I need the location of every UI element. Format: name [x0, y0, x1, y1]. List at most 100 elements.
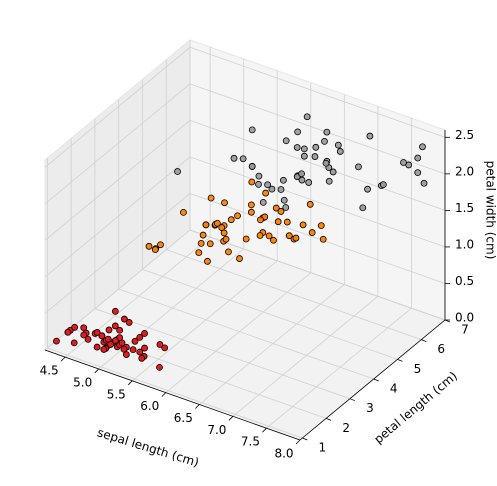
- z-tick-label: 1.0: [455, 237, 474, 251]
- tick-mark: [373, 378, 379, 382]
- grid-line: [44, 193, 191, 314]
- panes: [44, 38, 446, 441]
- point: [234, 212, 241, 220]
- tick-mark: [295, 439, 301, 445]
- point: [268, 185, 276, 193]
- grid-line: [131, 260, 278, 382]
- tick-mark: [228, 416, 234, 421]
- point: [80, 331, 88, 339]
- point: [274, 218, 282, 226]
- grid-line: [189, 83, 446, 175]
- tick-mark: [325, 417, 332, 421]
- grid-line: [166, 249, 422, 341]
- x-tick-label: 5.0: [73, 375, 92, 389]
- point: [257, 216, 264, 224]
- point: [138, 354, 146, 362]
- grid-line: [47, 347, 303, 439]
- grid-line: [232, 296, 379, 417]
- y-tick-label: 1: [319, 441, 327, 455]
- point: [93, 329, 101, 336]
- point: [305, 179, 313, 186]
- y-tick-label: 6: [437, 342, 445, 356]
- point: [306, 200, 314, 208]
- point: [420, 179, 428, 187]
- point: [118, 339, 126, 347]
- tick-mark: [94, 368, 99, 374]
- x-tick-label: 4.5: [40, 364, 59, 378]
- point: [227, 216, 235, 224]
- point: [248, 163, 256, 170]
- point: [100, 346, 108, 353]
- tick-mark: [60, 356, 66, 362]
- tick-mark: [195, 404, 200, 409]
- point: [255, 172, 263, 180]
- point: [277, 186, 285, 193]
- y-tick-label: 4: [390, 382, 398, 396]
- x-axis-label: sepal length (cm): [96, 425, 201, 469]
- point: [279, 176, 287, 184]
- point: [93, 343, 101, 351]
- point: [129, 346, 137, 354]
- point: [70, 339, 78, 347]
- point: [156, 363, 163, 371]
- point: [259, 198, 267, 206]
- z-tick-label: 2.5: [455, 128, 474, 142]
- point: [292, 234, 300, 242]
- point: [197, 239, 205, 247]
- point: [293, 144, 301, 151]
- grid-line: [266, 307, 412, 429]
- grid-line: [44, 46, 191, 168]
- point: [248, 178, 256, 186]
- point: [317, 222, 325, 230]
- grid-line: [189, 46, 446, 138]
- grid-line: [118, 288, 374, 380]
- grid-line: [44, 120, 191, 241]
- point: [180, 208, 187, 216]
- point: [136, 348, 144, 356]
- point: [53, 337, 60, 345]
- tick-mark: [421, 339, 427, 343]
- y-tick-label: 2: [342, 421, 350, 435]
- point: [264, 181, 271, 189]
- point: [111, 322, 119, 330]
- point: [207, 194, 215, 202]
- point: [303, 113, 311, 121]
- point: [202, 221, 210, 229]
- point: [272, 204, 280, 212]
- tick-mark: [302, 437, 308, 441]
- point: [206, 240, 214, 248]
- point: [311, 153, 319, 160]
- point: [247, 208, 255, 216]
- point: [111, 307, 119, 315]
- tick-mark: [161, 392, 167, 397]
- point: [222, 235, 230, 243]
- point: [400, 159, 407, 166]
- point: [298, 170, 305, 178]
- y-axis-label: petal length (cm): [371, 369, 460, 447]
- y-tick-label: 3: [366, 401, 374, 415]
- point: [174, 168, 181, 175]
- grid-line: [44, 156, 191, 278]
- point: [308, 229, 316, 236]
- point: [213, 219, 221, 227]
- point: [111, 337, 119, 344]
- point: [329, 168, 337, 176]
- tick-mark: [397, 358, 403, 362]
- point: [414, 169, 422, 177]
- point: [321, 137, 328, 145]
- point: [283, 218, 291, 226]
- point: [325, 177, 333, 185]
- point: [242, 235, 250, 243]
- x-axis-line: [44, 349, 301, 441]
- point: [247, 201, 255, 209]
- point: [151, 246, 159, 254]
- z-tick-label: 0.0: [455, 311, 474, 325]
- grid-line: [189, 156, 446, 248]
- point: [98, 332, 106, 340]
- point: [105, 326, 113, 334]
- point: [71, 323, 79, 331]
- grid-line: [94, 308, 351, 400]
- point: [221, 199, 228, 207]
- grid-line: [189, 229, 446, 321]
